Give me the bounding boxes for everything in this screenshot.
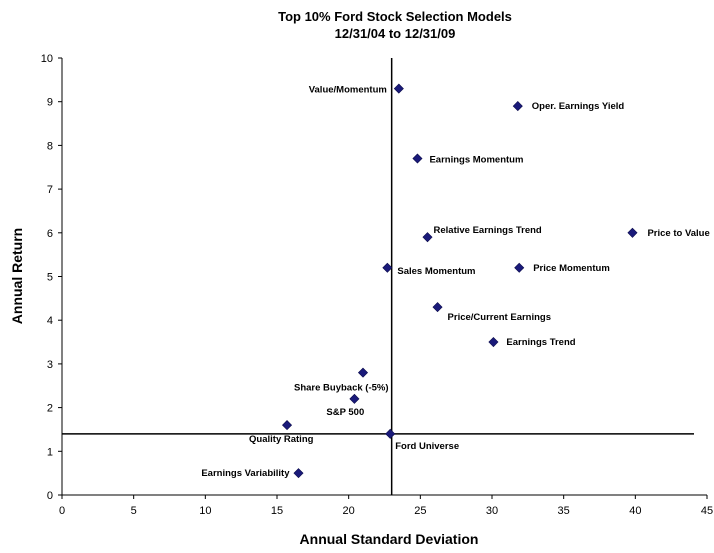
y-tick-label: 8: [47, 140, 53, 152]
data-point-marker: [514, 262, 525, 273]
points-group: Value/Momentum Oper. Earnings Yield Earnin…: [201, 83, 710, 479]
data-point-marker: [393, 83, 404, 94]
x-tick-label: 30: [486, 505, 498, 517]
reference-lines-group: [62, 58, 694, 495]
data-point-label: Earnings Momentum: [429, 155, 523, 166]
chart-title-line-2: 12/31/04 to 12/31/09: [335, 26, 456, 41]
x-tick-label: 45: [701, 505, 713, 517]
x-tick-label: 10: [199, 505, 211, 517]
data-point-label: Earnings Variability: [201, 468, 290, 479]
x-tick-label: 5: [131, 505, 137, 517]
y-tick-label: 9: [47, 97, 53, 109]
y-tick-label: 10: [41, 53, 53, 65]
data-point-marker: [412, 153, 423, 164]
data-point-label: S&P 500: [326, 407, 364, 418]
x-tick-label: 40: [629, 505, 641, 517]
x-tick-label: 35: [558, 505, 570, 517]
y-tick-label: 7: [47, 184, 53, 196]
data-point-label: Quality Rating: [249, 434, 314, 445]
data-point-label: Price Momentum: [533, 263, 610, 274]
y-tick-label: 5: [47, 272, 53, 284]
data-point-label: Share Buyback (-5%): [294, 383, 389, 394]
data-point-marker: [357, 367, 369, 378]
axes-group: [61, 58, 707, 496]
data-point-marker: [382, 262, 393, 273]
x-tick-label: 0: [59, 505, 65, 517]
x-tick-label: 25: [414, 505, 426, 517]
data-point-marker: [385, 428, 396, 439]
data-point-label: Price to Value: [647, 228, 709, 239]
data-point-label: Sales Momentum: [397, 266, 475, 277]
x-tick-label: 20: [343, 505, 355, 517]
data-point-label: Oper. Earnings Yield: [532, 101, 625, 112]
data-point-marker: [627, 227, 638, 238]
y-axis-title: Annual Return: [9, 228, 25, 324]
chart-title-line-1: Top 10% Ford Stock Selection Models: [278, 9, 512, 24]
data-point-marker: [282, 420, 293, 431]
y-tick-label: 3: [47, 359, 53, 371]
data-point-label: Earnings Trend: [506, 337, 575, 348]
data-point-marker: [512, 101, 523, 112]
y-tick-label: 2: [47, 403, 53, 415]
data-point-marker: [349, 393, 360, 404]
x-tick-label: 15: [271, 505, 283, 517]
data-point-label: Relative Earnings Trend: [434, 225, 542, 236]
data-point-marker: [488, 337, 499, 348]
y-tick-label: 1: [47, 446, 53, 458]
data-point-label: Price/Current Earnings: [448, 312, 551, 323]
data-point-marker: [432, 302, 443, 313]
y-tick-label: 4: [47, 315, 53, 327]
data-point-label: Ford Universe: [395, 441, 459, 452]
data-point-label: Value/Momentum: [309, 85, 387, 96]
data-point-marker: [422, 232, 433, 243]
y-tick-label: 6: [47, 228, 53, 240]
y-tick-label: 0: [47, 490, 53, 502]
data-point-marker: [293, 468, 304, 479]
x-axis-title: Annual Standard Deviation: [300, 531, 479, 547]
